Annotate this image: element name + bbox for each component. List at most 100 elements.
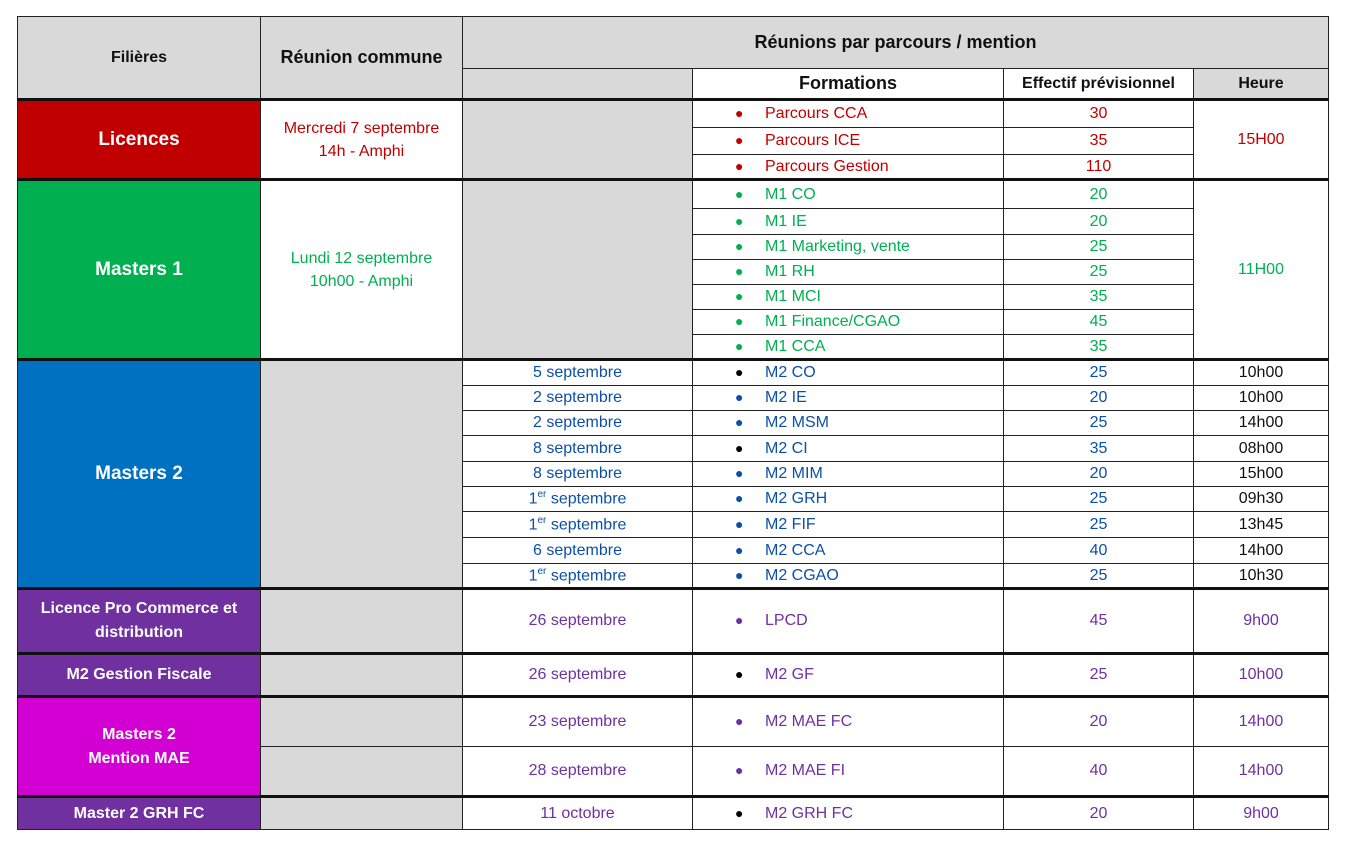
heure-value: 10h00: [1193, 652, 1329, 697]
formation-name: M2 MAE FI: [765, 762, 846, 779]
heure-value: 14h00: [1193, 537, 1329, 564]
date-rest: septembre: [546, 516, 627, 534]
filiere-mae: Masters 2 Mention MAE: [17, 695, 261, 797]
date-value: 11 octobre: [462, 795, 693, 830]
effectif-value: 40: [1003, 746, 1194, 797]
licences-date-empty: [462, 98, 693, 180]
licences-heure: 15H00: [1193, 98, 1329, 180]
effectif-value: 40: [1003, 537, 1194, 564]
formation-name: M1 CO: [765, 185, 816, 203]
effectif-value: 25: [1003, 652, 1194, 697]
header-filieres: Filières: [17, 16, 261, 100]
date-value: 1er septembre: [462, 563, 693, 589]
date-value: 23 septembre: [462, 695, 693, 747]
formation-name: M1 Finance/CGAO: [765, 313, 901, 330]
formation-name: Parcours Gestion: [765, 157, 889, 175]
formation-name: M2 CGAO: [765, 566, 839, 584]
schedule-table: Filières Réunion commune Réunions par pa…: [17, 16, 1329, 830]
formation-name: M1 RH: [765, 263, 815, 280]
formation-name: M2 MSM: [765, 414, 829, 431]
table-row: ● M2 MIM: [692, 461, 1004, 487]
effectif-value: 35: [1003, 334, 1194, 360]
formation-name: M2 CCA: [765, 541, 826, 559]
date-value: 8 septembre: [462, 461, 693, 487]
date-value: 26 septembre: [462, 587, 693, 654]
formation-name: M2 GF: [765, 666, 814, 683]
heure-value: 9h00: [1193, 587, 1329, 654]
heure-value: 9h00: [1193, 795, 1329, 830]
header-date-cell: [462, 68, 693, 100]
date-value: 2 septembre: [462, 385, 693, 411]
lpcd-reunion-empty: [260, 587, 463, 654]
table-row: ● M1 RH: [692, 259, 1004, 285]
gf-reunion-empty: [260, 652, 463, 697]
effectif-value: 110: [1003, 154, 1194, 180]
table-row: ● M2 MAE FI: [692, 746, 1004, 797]
grhfc-reunion-empty: [260, 795, 463, 830]
effectif-value: 25: [1003, 259, 1194, 285]
table-row: ● M2 GRH: [692, 486, 1004, 512]
date-value: 1er septembre: [462, 486, 693, 512]
filiere-licences: Licences: [17, 98, 261, 180]
table-row: ● M2 FIF: [692, 511, 1004, 538]
heure-value: 14h00: [1193, 410, 1329, 436]
table-row: ● M1 CCA: [692, 334, 1004, 360]
effectif-value: 35: [1003, 284, 1194, 310]
effectif-value: 25: [1003, 511, 1194, 538]
date-sup: er: [537, 514, 547, 526]
licences-reunion: Mercredi 7 septembre 14h - Amphi: [260, 98, 463, 180]
filiere-masters2: Masters 2: [17, 358, 261, 589]
effectif-value: 45: [1003, 309, 1194, 335]
formation-name: M2 CO: [765, 364, 816, 381]
licences-reunion-line1: Mercredi 7 septembre: [283, 119, 440, 137]
date-value: 28 septembre: [462, 746, 693, 797]
table-row: ● M2 MAE FC: [692, 695, 1004, 747]
filiere-masters1: Masters 1: [17, 178, 261, 360]
effectif-value: 25: [1003, 486, 1194, 512]
formation-name: M2 MIM: [765, 465, 823, 482]
table-row: ● M1 MCI: [692, 284, 1004, 310]
formation-name: Parcours CCA: [765, 105, 868, 122]
effectif-value: 20: [1003, 385, 1194, 411]
masters1-heure: 11H00: [1193, 178, 1329, 360]
heure-value: 10h00: [1193, 385, 1329, 411]
table-row: ● M2 CI: [692, 435, 1004, 462]
table-row: ● Parcours Gestion: [692, 154, 1004, 180]
heure-value: 09h30: [1193, 486, 1329, 512]
heure-value: 15h00: [1193, 461, 1329, 487]
table-row: ● M2 MSM: [692, 410, 1004, 436]
formation-name: Parcours ICE: [765, 132, 861, 149]
licences-reunion-line2: 14h - Amphi: [318, 142, 405, 160]
heure-value: 14h00: [1193, 695, 1329, 747]
table-row: ● M2 CGAO: [692, 563, 1004, 589]
date-value: 5 septembre: [462, 358, 693, 386]
date-num: 1: [528, 516, 538, 534]
formation-name: M1 IE: [765, 212, 807, 230]
table-row: ● M2 GRH FC: [692, 795, 1004, 830]
masters1-reunion-line2: 10h00 - Amphi: [309, 272, 414, 290]
date-num: 1: [528, 490, 538, 508]
masters1-date-empty: [462, 178, 693, 360]
formation-name: M1 Marketing, vente: [765, 238, 910, 255]
formation-name: M2 GRH: [765, 490, 828, 507]
table-row: ● M2 IE: [692, 385, 1004, 411]
heure-value: 10h30: [1193, 563, 1329, 589]
date-value: 26 septembre: [462, 652, 693, 697]
header-effectif: Effectif prévisionnel: [1003, 68, 1194, 100]
date-value: 6 septembre: [462, 537, 693, 564]
header-formations: Formations: [692, 68, 1004, 100]
effectif-value: 20: [1003, 795, 1194, 830]
mae-reunion-empty: [260, 695, 463, 747]
table-row: ● M2 GF: [692, 652, 1004, 697]
masters2-reunion-empty: [260, 358, 463, 589]
table-row: ● M2 CO: [692, 358, 1004, 386]
header-reunions-parcours: Réunions par parcours / mention: [462, 16, 1329, 69]
table-row: ● M2 CCA: [692, 537, 1004, 564]
effectif-value: 20: [1003, 461, 1194, 487]
filiere-lpcd: Licence Pro Commerce et distribution: [17, 587, 261, 654]
date-sup: er: [537, 565, 547, 577]
heure-value: 08h00: [1193, 435, 1329, 462]
table-row: ● M1 Finance/CGAO: [692, 309, 1004, 335]
effectif-value: 20: [1003, 695, 1194, 747]
formation-name: M2 IE: [765, 389, 807, 406]
